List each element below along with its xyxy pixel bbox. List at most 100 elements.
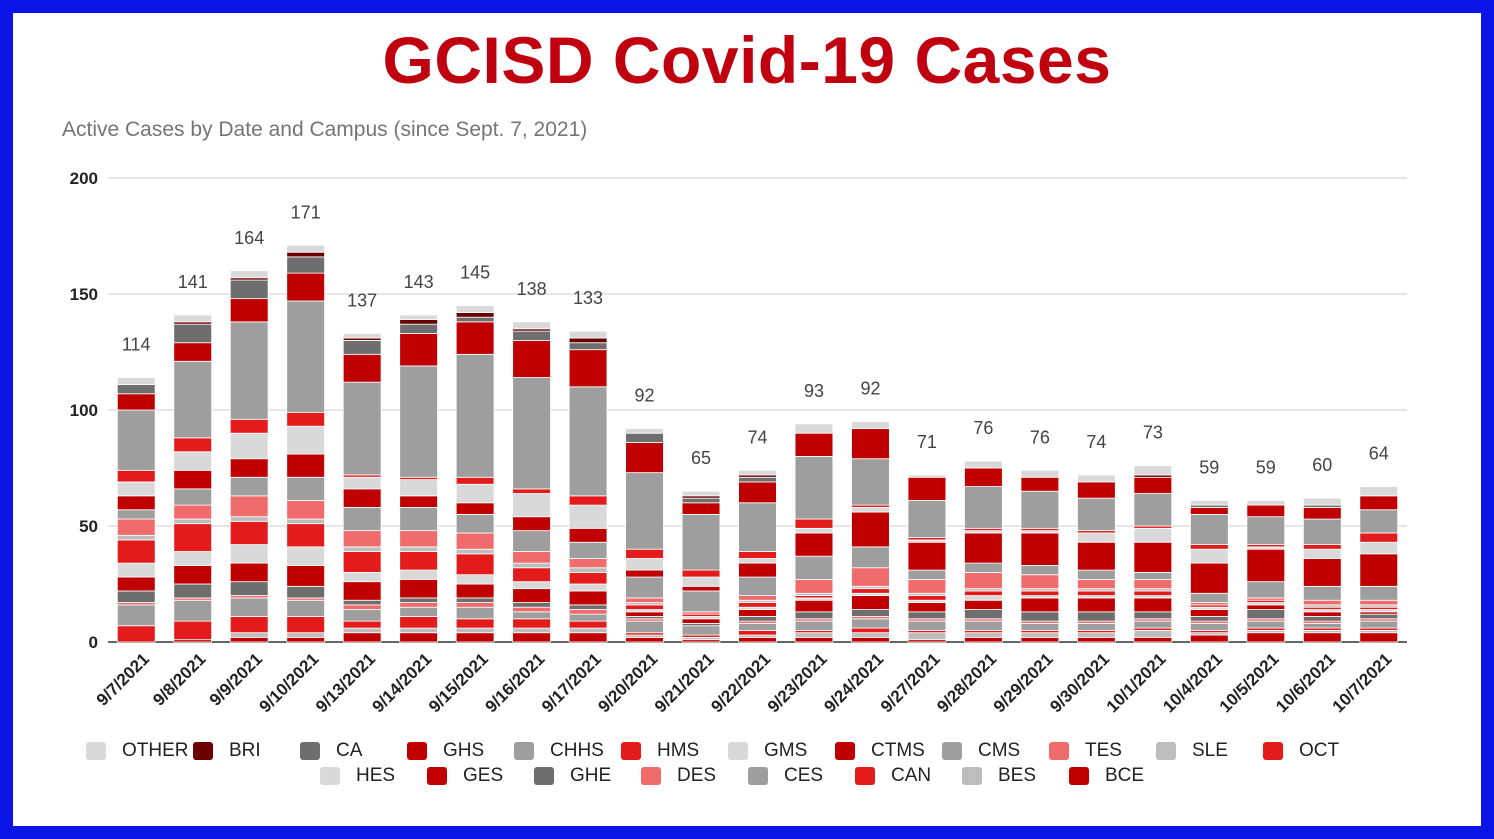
bar-segment-other: [1077, 474, 1116, 483]
bar-segment-other: [342, 333, 382, 339]
bar-total-label: 171: [291, 202, 321, 222]
bar-segment-ghe: [1246, 609, 1286, 620]
bar-segment-ghe: [1190, 616, 1229, 622]
bar-segment-ca: [342, 339, 382, 355]
legend-label: SLE: [1192, 739, 1228, 761]
bar-total-label: 138: [517, 279, 547, 299]
bar-segment-tes: [964, 572, 1003, 590]
bar-segment-gms: [1133, 527, 1173, 543]
bar-segment-ca: [399, 323, 438, 334]
bar-segment-bce: [342, 632, 382, 643]
bar-segment-gms: [851, 507, 890, 513]
bar-segment-ctms: [229, 458, 269, 478]
bar-segment-cms: [1077, 569, 1116, 580]
bar-segment-oct: [907, 595, 947, 601]
bar-segment-ctms: [1359, 553, 1399, 587]
x-tick-label: 9/27/2021: [877, 649, 944, 716]
bar-segment-gms: [1359, 541, 1399, 555]
bar-segment-tes: [1020, 574, 1060, 590]
bar-segment-ces: [512, 611, 551, 620]
y-tick-label: 150: [70, 285, 98, 304]
bar-segment-bce: [1077, 636, 1116, 643]
bar-segment-ges: [1077, 597, 1116, 613]
x-tick-label: 9/24/2021: [820, 649, 887, 716]
bar-segment-can: [738, 630, 777, 636]
legend-label: CTMS: [871, 739, 925, 761]
bar-total-label: 92: [635, 386, 655, 406]
bar-segment-ctms: [173, 469, 213, 490]
legend-swatch: [621, 741, 641, 760]
bar-segment-chhs: [681, 514, 721, 571]
bar-segment-other: [512, 321, 551, 330]
bar-segment-oct: [286, 523, 325, 548]
bar-total-label: 143: [404, 272, 434, 292]
bar-segment-bes: [1133, 630, 1173, 638]
main-title: GCISD Covid-19 Cases: [382, 23, 1112, 97]
x-tick-label: 9/10/2021: [256, 649, 323, 716]
legend-swatch: [835, 741, 855, 760]
bar-segment-ca: [173, 323, 213, 344]
bar-segment-tes: [173, 504, 213, 520]
bar-segment-ctms: [1133, 541, 1173, 573]
bar-segment-can: [286, 616, 325, 634]
bar-segment-tes: [738, 595, 777, 601]
bar-total-label: 137: [347, 290, 377, 310]
bar-segment-ghs: [794, 432, 834, 457]
bar-segment-chhs: [342, 381, 382, 476]
bar-segment-ctms: [907, 541, 947, 571]
bar-segment-ges: [455, 583, 495, 599]
bar-segment-bes: [794, 632, 834, 638]
bar-segment-other: [681, 490, 721, 497]
bar-segment-bes: [964, 632, 1003, 638]
x-tick-label: 9/29/2021: [990, 649, 1057, 716]
legend-item-tes: TES: [1049, 740, 1156, 762]
legend-label: GMS: [764, 739, 808, 761]
bar-segment-bes: [851, 632, 890, 638]
bar-segment-hes: [568, 583, 608, 592]
bar-segment-des: [512, 606, 551, 613]
bar-segment-tes: [342, 530, 382, 548]
bar-segment-sle: [455, 548, 495, 555]
legend-label: DES: [677, 764, 717, 786]
bar-segment-ghs: [625, 442, 664, 474]
bar-segment-can: [173, 620, 213, 641]
legend-item-oct: OCT: [1263, 740, 1370, 762]
bar-segment-other: [1020, 469, 1060, 478]
bar-segment-ghe: [907, 611, 947, 620]
bar-total-label: 59: [1199, 457, 1219, 477]
legend-item-gms: GMS: [728, 740, 835, 762]
bar-segment-hes: [342, 572, 382, 583]
legend-swatch: [748, 766, 768, 785]
legend-item-ghe: GHE: [534, 765, 641, 787]
bar-segment-ghs: [851, 428, 890, 460]
bar-segment-ca: [512, 330, 551, 341]
bar-segment-ca: [286, 256, 325, 274]
bar-segment-bce: [1359, 632, 1399, 643]
y-tick-label: 50: [79, 517, 98, 536]
bar-segment-ca: [625, 432, 664, 443]
bar-segment-oct: [116, 539, 156, 564]
bar-total-label: 74: [747, 427, 767, 447]
bar-segment-ges: [1020, 597, 1060, 613]
bar-segment-ces: [1359, 620, 1399, 629]
bar-segment-gms: [173, 451, 213, 471]
bar-segment-cms: [1190, 592, 1229, 603]
bar-segment-oct: [455, 553, 495, 576]
bar-total-label: 65: [691, 448, 711, 468]
bar-total-label: 59: [1256, 457, 1276, 477]
bar-segment-ca: [681, 497, 721, 504]
bar-segment-chhs: [116, 409, 156, 471]
x-tick-label: 10/5/2021: [1216, 649, 1283, 716]
bar-segment-ctms: [964, 532, 1003, 564]
legend-item-ces: CES: [748, 765, 855, 787]
bar-segment-ctms: [1302, 558, 1342, 587]
bar-segment-other: [399, 314, 438, 320]
bar-total-label: 76: [1030, 427, 1050, 447]
bar-segment-oct: [342, 551, 382, 573]
bar-segment-ces: [1133, 620, 1173, 629]
bar-segment-chhs: [568, 386, 608, 497]
bar-segment-ges: [399, 578, 438, 599]
bar-segment-hms: [116, 469, 156, 483]
bar-segment-hes: [455, 574, 495, 585]
bar-segment-ctms: [794, 532, 834, 557]
